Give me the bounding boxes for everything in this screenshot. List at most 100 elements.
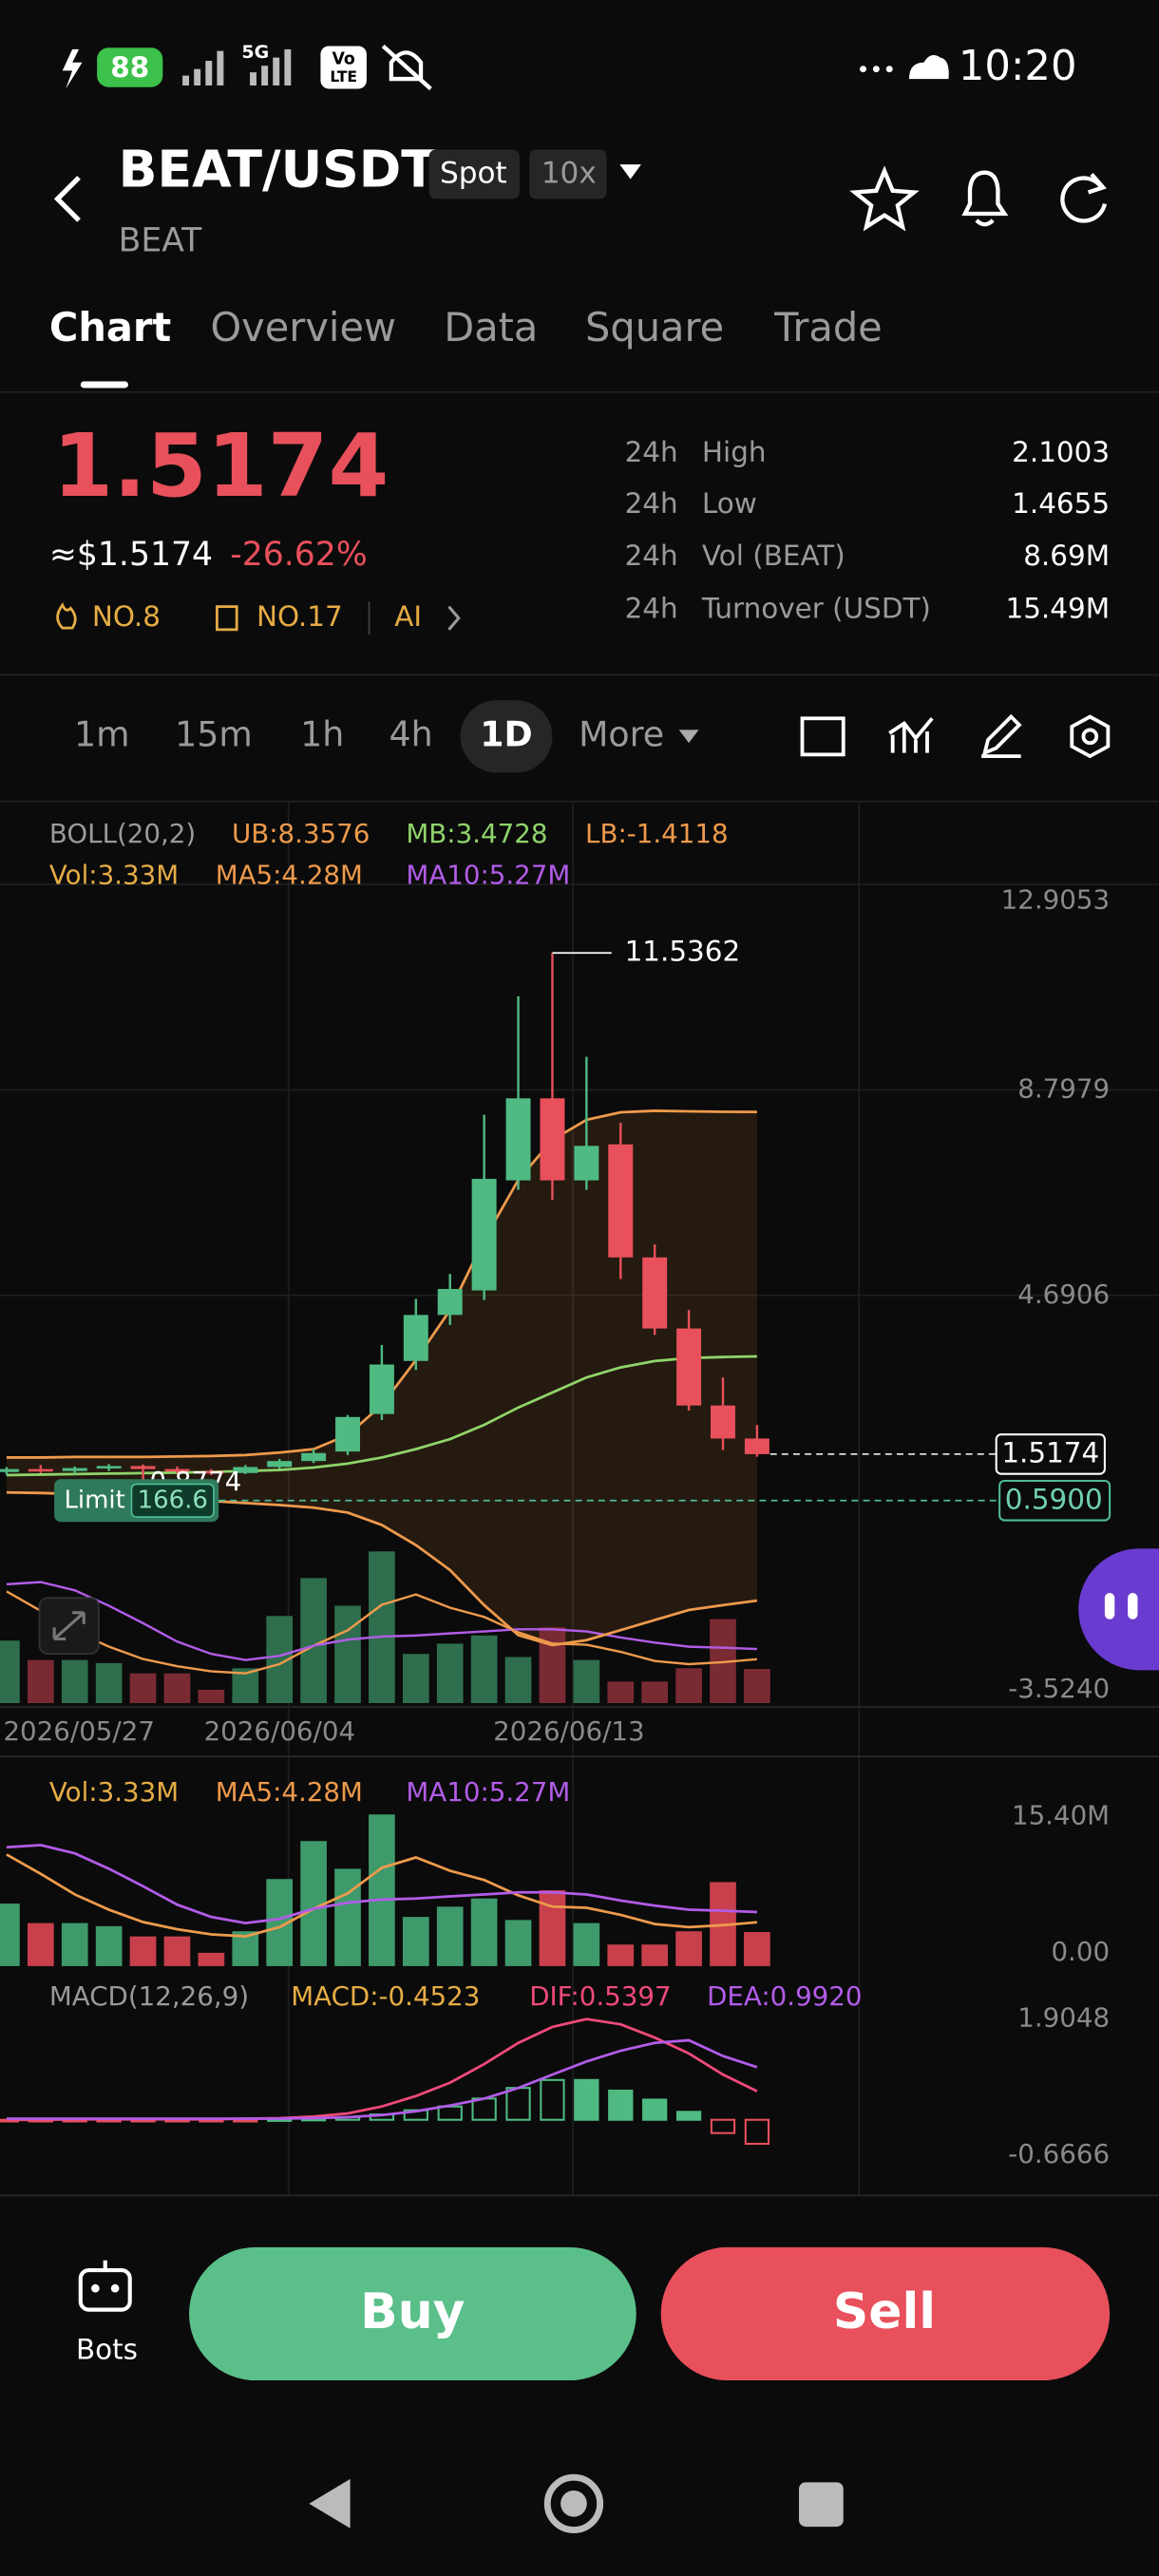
stat-value: 15.49M	[1006, 593, 1111, 625]
bots-icon[interactable]	[78, 2260, 132, 2312]
volume-overlay-bar	[641, 1681, 669, 1704]
volume-overlay-bar	[198, 1689, 225, 1704]
legend-item: DIF:0.5397	[529, 1980, 671, 2012]
last-price-tag	[995, 1433, 1106, 1475]
stat-period: 24h	[625, 436, 678, 468]
volume-legend: Vol:3.33M MA5:4.28M MA10:5.27M	[49, 1776, 570, 1808]
sell-label[interactable]: Sell	[833, 2283, 936, 2340]
fullscreen-icon	[52, 1611, 86, 1641]
stat-period: 24h	[625, 487, 678, 520]
battery-level: 88	[110, 51, 149, 84]
volume-overlay-bar	[504, 1657, 532, 1704]
legend-item: BOLL(20,2)	[49, 818, 196, 849]
grid-line	[858, 800, 861, 2195]
volume-overlay-bar	[163, 1673, 191, 1704]
stat-period: 24h	[625, 540, 678, 572]
stat-value: 1.4655	[1012, 487, 1110, 520]
tab-indicator	[80, 381, 128, 388]
legend-item: MB:3.4728	[406, 818, 547, 849]
nav-recents[interactable]	[799, 2482, 844, 2528]
legend-item: Vol:3.33M	[49, 1776, 179, 1808]
price-tags: 12.9053 8.7979 4.6906 -3.5240 15.40M 0.00 1.90…	[54, 883, 1112, 2169]
volume-bar	[95, 1925, 123, 1966]
macd-dea	[6, 2038, 758, 2120]
interval-more[interactable]: More	[579, 713, 664, 754]
buy-button[interactable]	[189, 2246, 636, 2381]
tab[interactable]: Trade	[773, 304, 883, 350]
y-tick-label: -0.6666	[1008, 2138, 1110, 2169]
candle-body	[403, 1315, 428, 1361]
stat-label: Turnover (USDT)	[701, 593, 931, 625]
pane-divider	[0, 1755, 1159, 1758]
tab[interactable]: Chart	[49, 304, 171, 350]
limit-price-label: 0.5900	[1005, 1483, 1103, 1515]
volume-bar	[163, 1936, 191, 1966]
y-tick-label: 15.40M	[1012, 1799, 1110, 1830]
nav-home[interactable]	[543, 2473, 604, 2534]
tab[interactable]: Data	[444, 304, 538, 350]
draw-button[interactable]	[981, 713, 1022, 759]
sell-button[interactable]	[660, 2246, 1111, 2381]
chevron	[447, 605, 461, 631]
legend-item: MA5:4.28M	[216, 1776, 363, 1808]
candle-body	[540, 1098, 565, 1181]
volume-overlay-bar	[369, 1551, 395, 1704]
legend-item: Vol:3.33M	[49, 859, 179, 890]
volume-overlay-bar	[129, 1673, 157, 1704]
divider	[0, 800, 1159, 803]
legend-item: MACD:-0.4523	[291, 1980, 480, 2012]
alert-button[interactable]	[961, 170, 1009, 227]
interval[interactable]: 1h	[300, 713, 344, 754]
leverage-label[interactable]: 10x	[542, 156, 597, 190]
candle-body	[96, 1466, 122, 1469]
hot-rank[interactable]: NO.8	[92, 600, 161, 633]
volume-bar	[539, 1890, 566, 1966]
candle-body	[130, 1466, 156, 1469]
candle-body	[233, 1467, 258, 1473]
refresh-button[interactable]	[1060, 173, 1108, 223]
main-legend: BOLL(20,2) UB:8.3576 MB:3.4728 LB:-1.411…	[49, 818, 729, 890]
ai-link[interactable]: AI	[394, 600, 422, 633]
volume-ma5	[6, 1853, 758, 1938]
back-button[interactable]	[53, 176, 81, 222]
bots-label[interactable]: Bots	[76, 2333, 138, 2365]
volume-overlay-bar	[607, 1681, 635, 1704]
leverage-dropdown[interactable]	[619, 164, 641, 180]
mute-icon	[381, 44, 432, 91]
usd-price: ≈$1.5174	[49, 536, 213, 574]
interval[interactable]: 1D	[480, 713, 532, 754]
interval[interactable]: 15m	[175, 713, 253, 754]
category-rank[interactable]: NO.17	[256, 600, 343, 633]
more-dropdown[interactable]	[678, 729, 699, 744]
volume-overlay-bar	[539, 1627, 566, 1704]
volume-bar	[334, 1868, 361, 1966]
chart-tools	[800, 713, 1111, 759]
favorite-button[interactable]	[849, 165, 920, 232]
volume-bar	[675, 1931, 702, 1966]
volume-bar	[504, 1920, 532, 1966]
tab[interactable]: Square	[585, 304, 724, 350]
candle-body	[608, 1144, 634, 1258]
interval[interactable]: 4h	[390, 713, 433, 754]
category-icon	[216, 605, 238, 632]
settings-button[interactable]	[1070, 714, 1111, 759]
limit-label: Limit	[64, 1486, 124, 1514]
volume-overlay-bar	[27, 1659, 54, 1704]
buy-label[interactable]: Buy	[360, 2283, 465, 2340]
legend-item: MACD(12,26,9)	[49, 1980, 249, 2012]
interval[interactable]: 1m	[74, 713, 130, 754]
boll-band	[6, 1110, 757, 1645]
indicator-button[interactable]	[888, 717, 934, 753]
assistant-bubble[interactable]	[1078, 1548, 1159, 1671]
macd-bar	[540, 2078, 565, 2121]
nav-back[interactable]	[309, 2478, 351, 2529]
tab[interactable]: Overview	[211, 304, 396, 350]
volte-bottom: LTE	[330, 68, 357, 85]
volume-ma5-overlay	[6, 1590, 757, 1675]
y-tick-label: 4.6906	[1017, 1279, 1110, 1310]
candle-body	[711, 1405, 735, 1439]
leverage-badge[interactable]	[529, 149, 607, 199]
volume-bar	[61, 1923, 88, 1966]
volume-overlay-bar	[95, 1662, 123, 1704]
layout-button[interactable]	[800, 716, 846, 757]
